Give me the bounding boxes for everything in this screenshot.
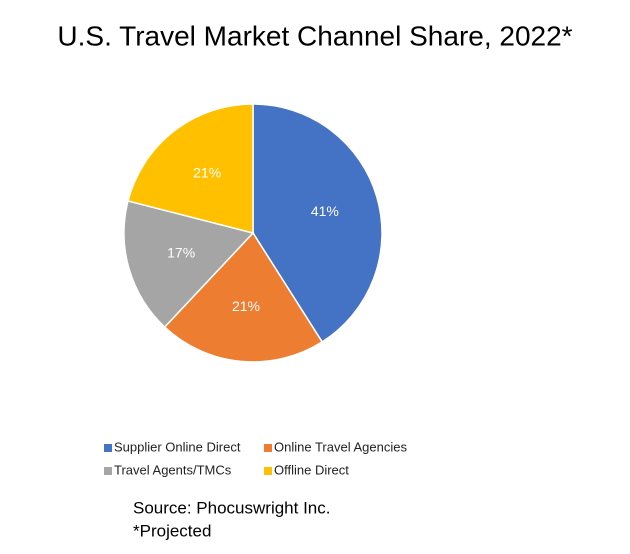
chart-title: U.S. Travel Market Channel Share, 2022* — [57, 20, 572, 51]
legend-label: Supplier Online Direct — [114, 439, 241, 454]
footnote: *Projected — [133, 521, 211, 540]
legend-swatch — [104, 444, 112, 452]
slice-label: 21% — [193, 165, 221, 181]
legend-swatch — [264, 467, 272, 475]
legend-label: Travel Agents/TMCs — [114, 462, 232, 477]
legend-swatch — [104, 467, 112, 475]
source-note: Source: Phocuswright Inc. — [133, 498, 330, 517]
legend-label: Online Travel Agencies — [274, 439, 407, 454]
slice-label: 41% — [311, 203, 339, 219]
legend-label: Offline Direct — [274, 462, 349, 477]
pie-slice — [127, 103, 254, 234]
slice-label: 21% — [232, 298, 260, 314]
pie-slice — [163, 231, 324, 363]
slice-label: 17% — [167, 245, 195, 261]
pie-slice — [123, 200, 255, 329]
legend-swatch — [264, 444, 272, 452]
